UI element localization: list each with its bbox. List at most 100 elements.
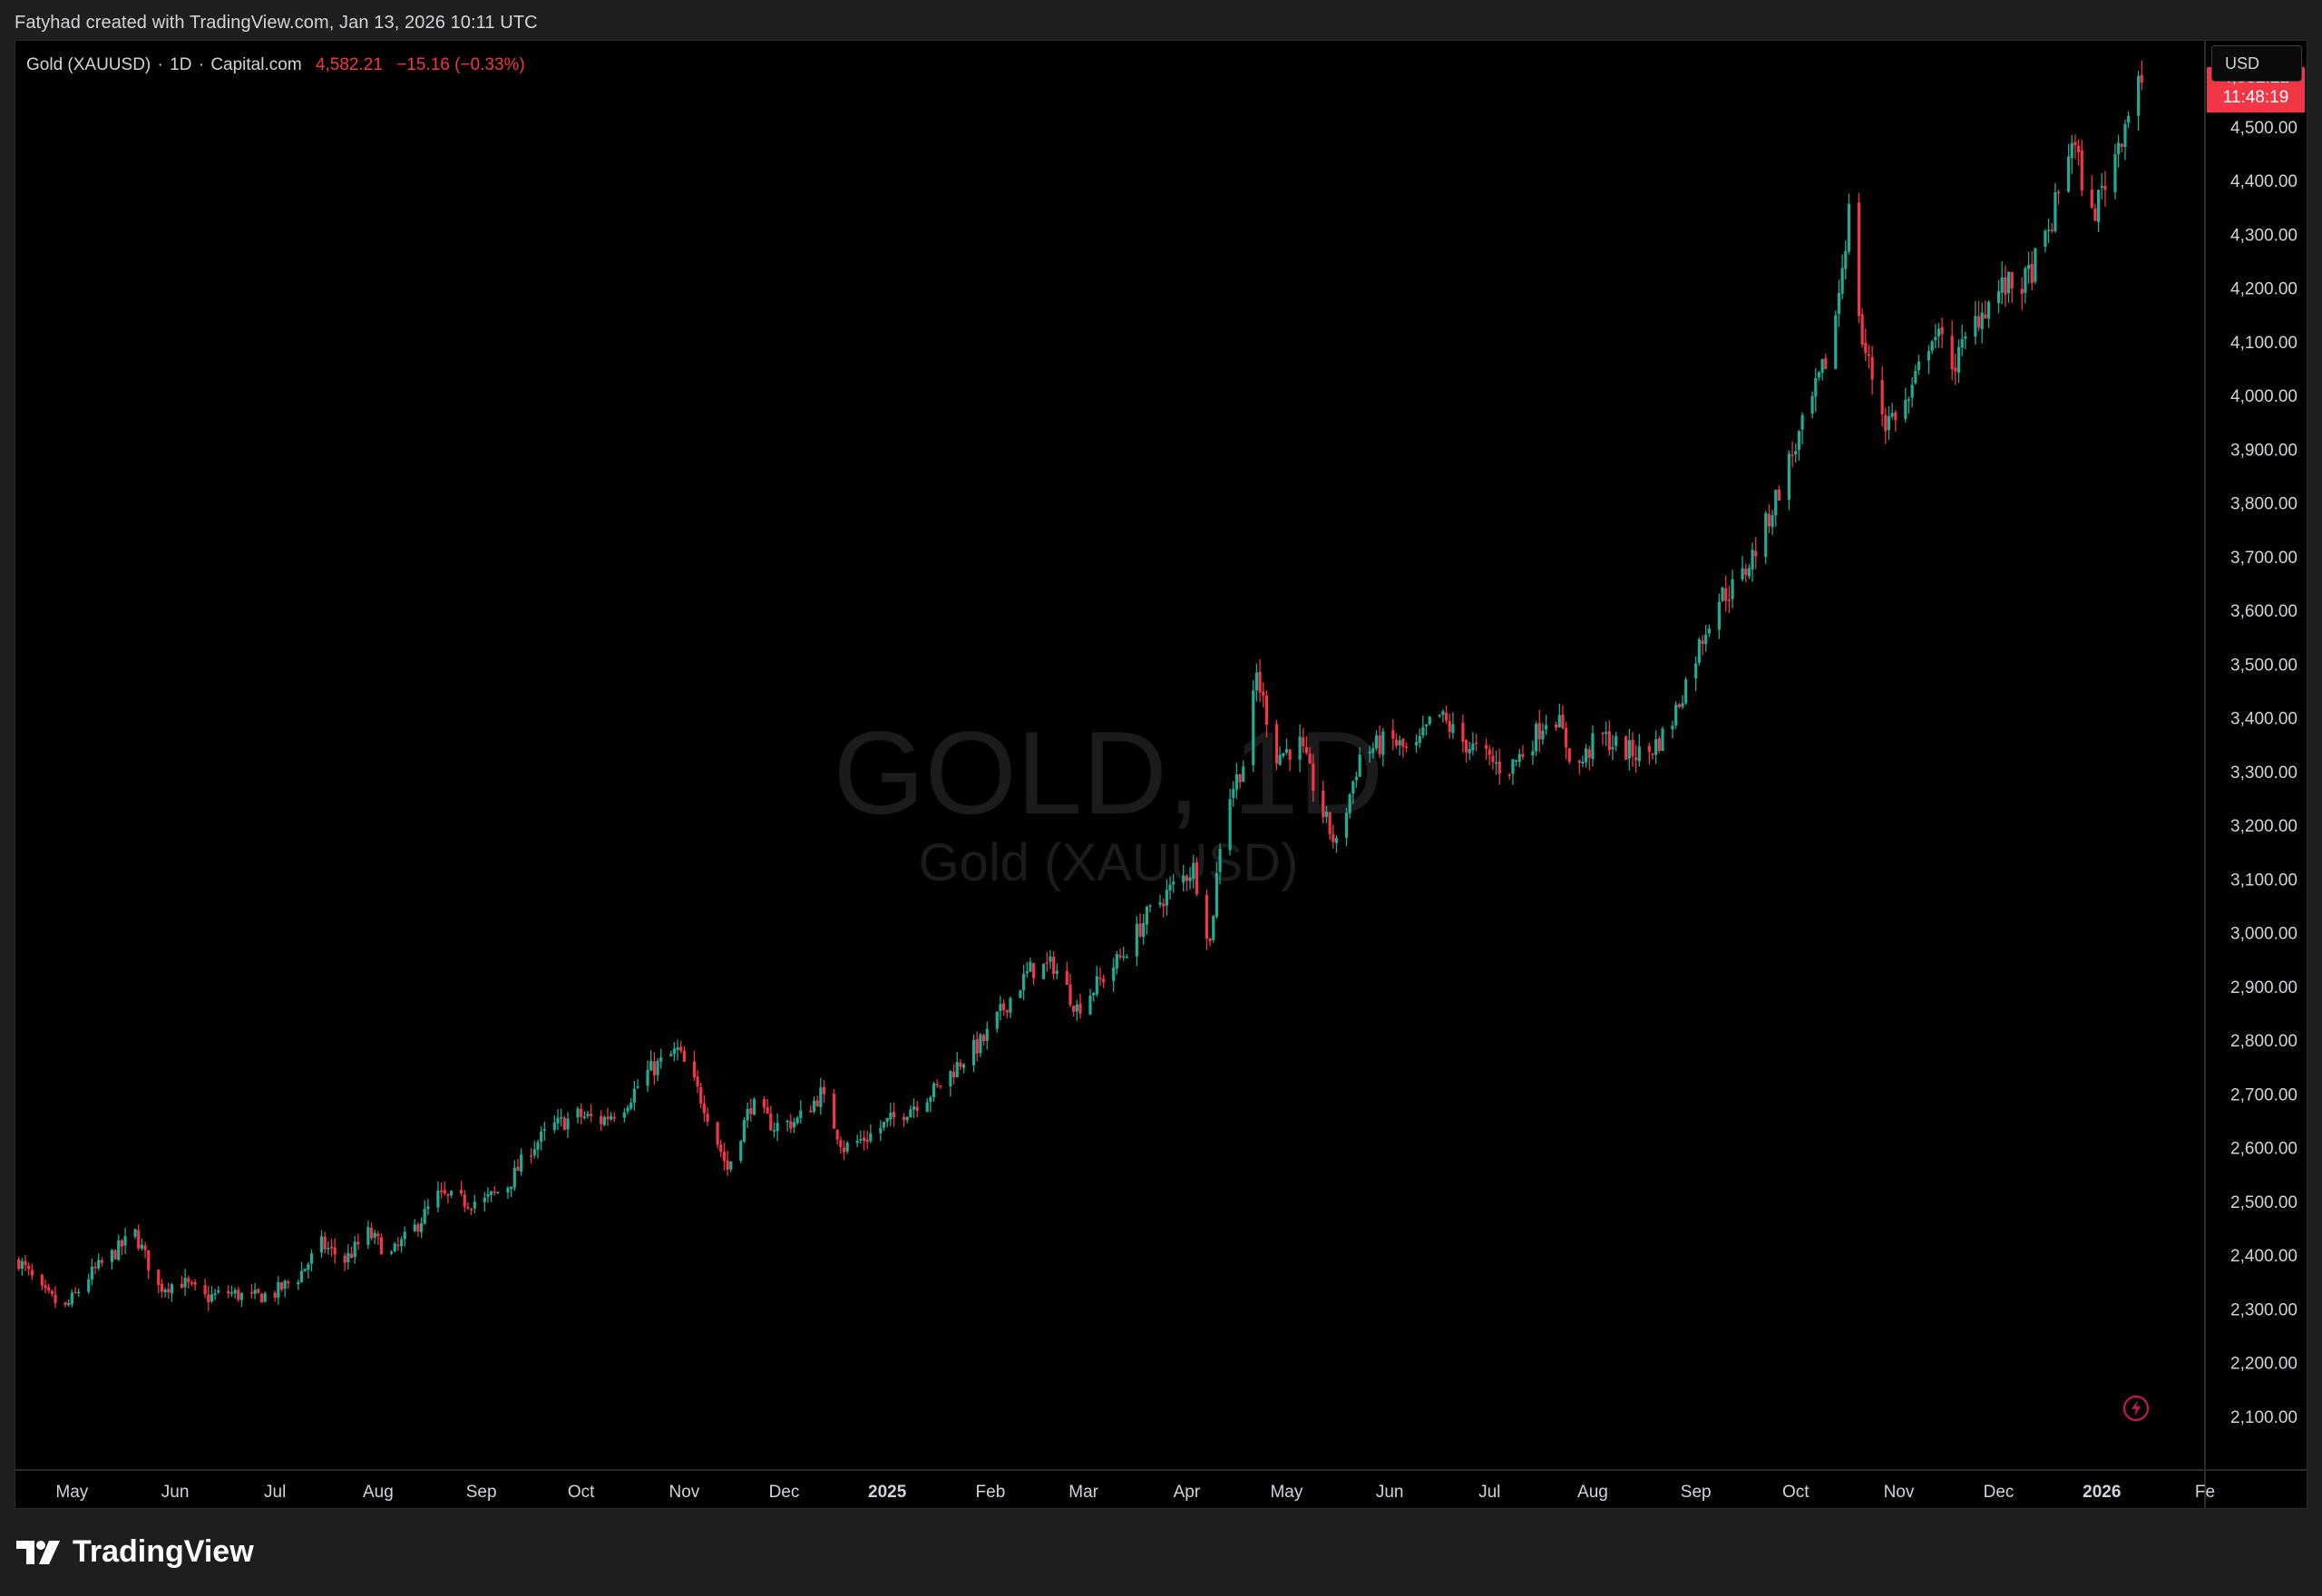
candle xyxy=(1418,728,1421,748)
currency-selector[interactable]: USD xyxy=(2211,45,2302,82)
candle xyxy=(1334,834,1339,853)
candle xyxy=(1135,916,1138,967)
candle xyxy=(1747,564,1751,579)
candle-body xyxy=(1138,923,1142,937)
candle xyxy=(1870,345,1874,395)
candle xyxy=(1192,854,1195,889)
candle xyxy=(1724,575,1728,612)
candle xyxy=(346,1244,350,1270)
candle xyxy=(2024,266,2027,304)
candle-body xyxy=(855,1140,859,1143)
candle xyxy=(1794,443,1798,463)
candle-body xyxy=(2010,271,2014,289)
candle xyxy=(716,1121,719,1149)
candle-body xyxy=(752,1099,756,1115)
candle-body xyxy=(1288,749,1292,760)
candle xyxy=(1049,949,1052,969)
candle xyxy=(1498,749,1501,785)
candle xyxy=(1894,410,1898,432)
candle xyxy=(935,1079,939,1088)
candle xyxy=(1744,563,1748,583)
legend-symbol[interactable]: Gold (XAUUSD) xyxy=(26,55,151,74)
candle-body xyxy=(1800,414,1804,430)
candle xyxy=(1404,742,1409,753)
candle-body xyxy=(1228,799,1232,851)
candle xyxy=(822,1079,826,1104)
x-tick-label: Fe xyxy=(2195,1483,2215,1502)
candle xyxy=(1864,328,1868,362)
candle-body xyxy=(1324,812,1329,817)
candle xyxy=(2046,219,2051,244)
candle xyxy=(1421,715,1425,739)
candle xyxy=(303,1269,307,1272)
candle-body xyxy=(1904,399,1907,420)
candle-body xyxy=(20,1260,24,1270)
candle-body xyxy=(1844,250,1848,269)
candle-body xyxy=(659,1057,663,1062)
candle xyxy=(1284,738,1289,755)
candle xyxy=(892,1102,896,1127)
candle-body xyxy=(163,1289,167,1293)
candle-body xyxy=(2090,190,2093,209)
lightning-icon[interactable] xyxy=(2122,1395,2150,1422)
candle xyxy=(1964,331,1967,350)
candles-group xyxy=(17,60,2143,1311)
candle xyxy=(2006,271,2011,304)
candle xyxy=(229,1285,234,1298)
candle xyxy=(1441,709,1445,723)
tradingview-brand[interactable]: TradingView xyxy=(16,1534,254,1570)
candle-body xyxy=(1531,751,1535,756)
candle-body xyxy=(815,1100,819,1106)
candle xyxy=(1531,740,1535,765)
candle-body xyxy=(1304,746,1309,754)
candle-body xyxy=(1824,357,1828,369)
candle xyxy=(1029,958,1032,972)
candle-body xyxy=(77,1291,81,1294)
y-tick-label: 2,100.00 xyxy=(2230,1408,2298,1427)
candle xyxy=(1741,556,1744,582)
y-tick-label: 4,200.00 xyxy=(2230,280,2298,299)
candle xyxy=(1448,713,1451,739)
chart-panel[interactable]: GOLD, 1D Gold (XAUUSD) 2,100.00 2,200.00 2… xyxy=(15,40,2307,1509)
candle xyxy=(951,1064,956,1085)
candle-body xyxy=(1308,753,1312,764)
candle-body xyxy=(1767,513,1771,527)
x-tick-label: Aug xyxy=(363,1483,394,1502)
candle xyxy=(2073,134,2077,160)
x-tick-label: Aug xyxy=(1577,1483,1608,1502)
candle-body xyxy=(912,1106,916,1110)
candle-body xyxy=(540,1131,543,1143)
symbol-legend[interactable]: Gold (XAUUSD) · 1D · Capital.com 4,582.2… xyxy=(26,55,525,74)
candle-body xyxy=(50,1290,54,1294)
legend-interval[interactable]: 1D xyxy=(170,55,192,74)
candle xyxy=(123,1228,127,1255)
candlestick-chart[interactable]: GOLD, 1D Gold (XAUUSD) 2,100.002,200.002… xyxy=(15,41,2307,1509)
candle-body xyxy=(766,1107,769,1114)
candle-body xyxy=(892,1112,896,1118)
candle-body xyxy=(552,1122,556,1131)
candle xyxy=(1754,537,1758,569)
candle xyxy=(580,1103,583,1125)
candle-body xyxy=(483,1197,486,1202)
candle xyxy=(213,1289,217,1300)
y-tick-label: 4,500.00 xyxy=(2230,119,2298,138)
candle xyxy=(1651,753,1654,760)
candle-body xyxy=(1381,731,1385,755)
candle-body xyxy=(460,1190,463,1194)
candle-body xyxy=(376,1233,380,1237)
candle-body xyxy=(1577,760,1581,764)
candle xyxy=(2100,173,2103,200)
candle-body xyxy=(297,1281,300,1285)
candle xyxy=(460,1181,463,1197)
candle-body xyxy=(1461,722,1465,742)
candle-body xyxy=(193,1282,197,1285)
candle-body xyxy=(1956,346,1961,373)
candle xyxy=(1661,726,1664,752)
candle xyxy=(1701,635,1704,656)
candle-body xyxy=(1810,395,1814,414)
candle xyxy=(1304,735,1309,755)
candle xyxy=(676,1039,679,1061)
candle xyxy=(1927,345,1931,375)
candle xyxy=(582,1111,586,1120)
candle-body xyxy=(54,1294,57,1303)
